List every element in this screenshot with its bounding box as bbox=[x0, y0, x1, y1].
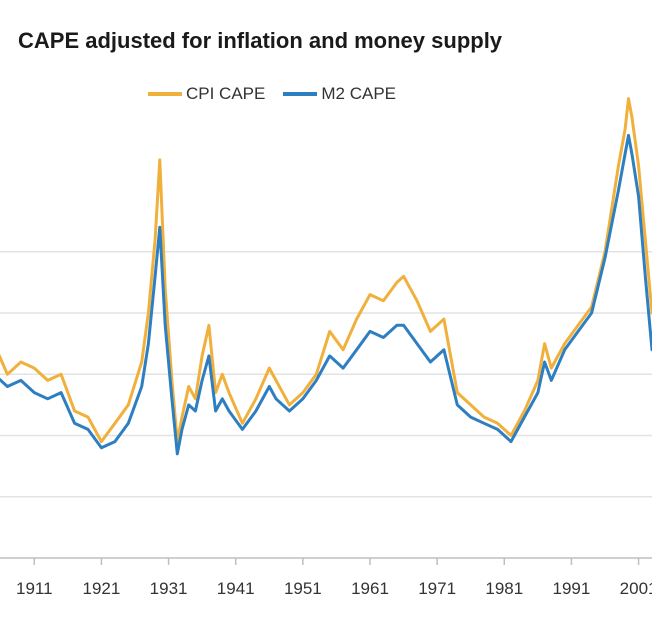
legend-swatch-m2-cape bbox=[283, 92, 318, 96]
series-layer bbox=[0, 97, 652, 456]
x-tick-label-1981: 1981 bbox=[485, 579, 523, 598]
series-line-cpi-cape bbox=[0, 97, 652, 444]
legend-label-m2-cape: M2 CAPE bbox=[321, 84, 396, 103]
x-tick-label-1941: 1941 bbox=[217, 579, 255, 598]
x-tick-label-1951: 1951 bbox=[284, 579, 322, 598]
x-tick-label-2001: 2001 bbox=[620, 579, 652, 598]
x-tick-label-1921: 1921 bbox=[83, 579, 121, 598]
x-tick-label-1971: 1971 bbox=[418, 579, 456, 598]
x-tick-label-1961: 1961 bbox=[351, 579, 389, 598]
legend-entry-cpi-cape: CPI CAPE bbox=[148, 84, 265, 104]
legend-label-cpi-cape: CPI CAPE bbox=[186, 84, 266, 103]
x-axis-ticks: 1911 1921 1931 1941 1951 1961 1971 1981 1991 2001 bbox=[16, 558, 652, 598]
series-line-m2-cape bbox=[0, 133, 652, 456]
chart-title: CAPE adjusted for inflation and money su… bbox=[18, 28, 503, 53]
legend-entry-m2-cape: M2 CAPE bbox=[283, 84, 396, 104]
legend: CPI CAPE M2 CAPE bbox=[148, 84, 414, 104]
legend-swatch-cpi-cape bbox=[148, 92, 182, 96]
x-tick-label-1911: 1911 bbox=[16, 579, 53, 598]
x-tick-label-1931: 1931 bbox=[150, 579, 188, 598]
x-tick-label-1991: 1991 bbox=[553, 579, 591, 598]
